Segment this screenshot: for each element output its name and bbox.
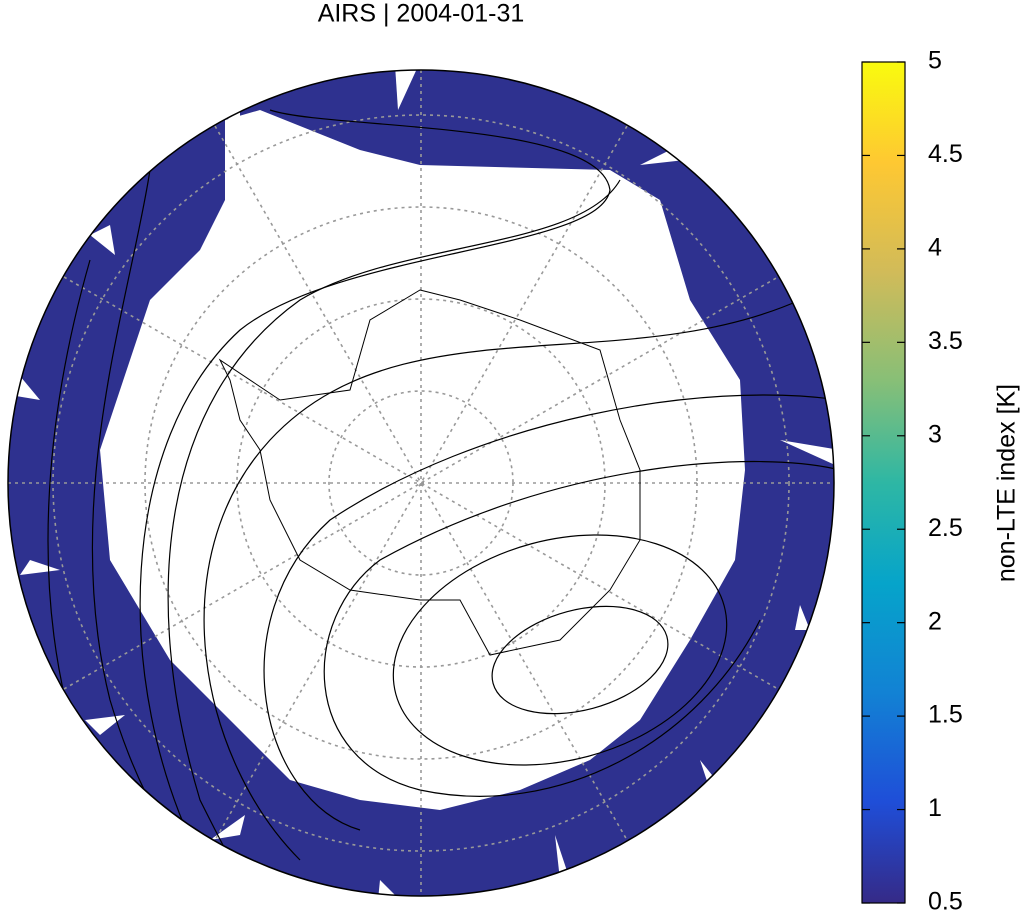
tick-label: 4.5 (928, 140, 963, 168)
tick-label: 5 (928, 47, 942, 75)
tick-label: 3.5 (928, 327, 963, 355)
contours (47, 109, 834, 896)
graticule (8, 70, 834, 896)
map-border (7, 69, 835, 897)
colorbar (861, 61, 906, 904)
tick-label: 1 (928, 794, 942, 822)
no-data-region (100, 110, 745, 810)
map-title: AIRS | 2004-01-31 (318, 0, 525, 28)
tick-label: 2 (928, 607, 942, 635)
coastline (218, 289, 641, 656)
tick-label: 3 (928, 420, 942, 448)
colorbar-label: non-LTE index [K] (993, 384, 1021, 582)
tick-label: 0.5 (928, 888, 963, 913)
tick-label: 2.5 (928, 514, 963, 542)
map (8, 70, 834, 896)
tick-label: 1.5 (928, 701, 963, 729)
tick-label: 4 (928, 233, 942, 261)
colorbar-ticks: 0.5 1 1.5 2 2.5 3 3.5 4 4.5 5 (862, 47, 963, 916)
